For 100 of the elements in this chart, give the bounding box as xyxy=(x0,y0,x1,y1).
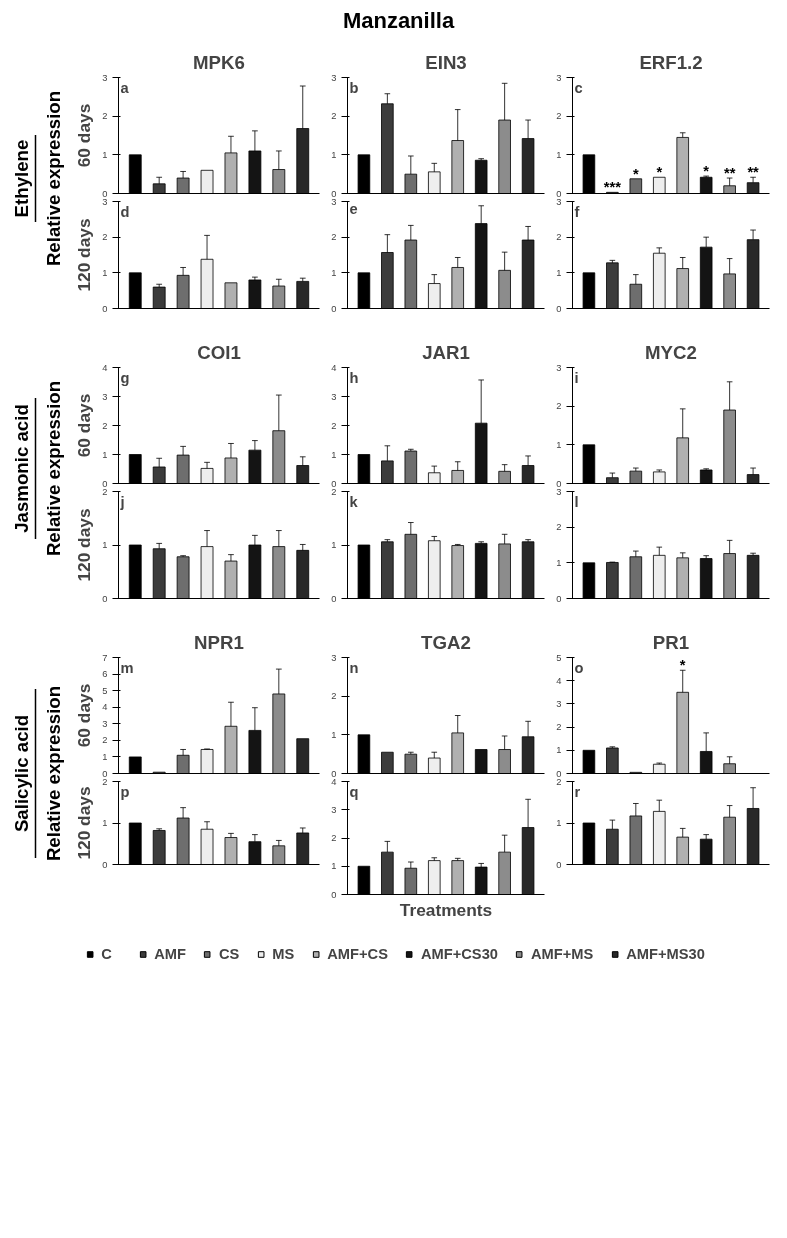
chart-title: NPR1 xyxy=(194,631,244,653)
y-axis-title: 60 days xyxy=(74,103,95,168)
y-tick-label: 2 xyxy=(102,776,108,787)
annotation: m xyxy=(120,659,134,676)
y-axis-title: 60 days xyxy=(74,393,95,458)
y-tick-label: 3 xyxy=(331,72,337,83)
legend-label: CS xyxy=(218,946,240,962)
y-tick-label: 1 xyxy=(102,818,108,828)
y-tick-label: 4 xyxy=(331,776,337,787)
y-tick-label: 4 xyxy=(102,702,108,713)
annotation: b xyxy=(349,79,359,96)
y-tick-label: 1 xyxy=(556,267,562,278)
y-tick-label: 0 xyxy=(331,593,337,604)
data-label: *** xyxy=(603,179,622,196)
y-tick-label: 4 xyxy=(102,362,108,373)
y-tick-label: 0 xyxy=(556,859,562,870)
y-tick-label: 3 xyxy=(102,718,108,729)
annotation: l xyxy=(574,493,579,510)
y-tick-label: 3 xyxy=(331,804,337,815)
data-label: ** xyxy=(747,164,760,181)
legend-label: AMF+MS xyxy=(530,946,594,962)
y-tick-label: 0 xyxy=(556,593,562,604)
legend-label: MS xyxy=(272,946,295,962)
y-tick-label: 4 xyxy=(556,675,562,686)
y-tick-label: 1 xyxy=(102,540,108,550)
y-tick-label: 1 xyxy=(556,745,562,756)
x-axis-title: Treatments xyxy=(399,899,493,920)
annotation: n xyxy=(349,659,359,676)
y-axis-title: 120 days xyxy=(74,218,95,292)
annotation: d xyxy=(120,203,130,220)
annotation: r xyxy=(574,783,581,800)
annotation: f xyxy=(574,203,580,220)
y-tick-label: 0 xyxy=(102,859,108,870)
y-tick-label: 1 xyxy=(102,751,108,762)
chart-title: EIN3 xyxy=(425,51,467,73)
y-tick-label: 1 xyxy=(331,149,337,160)
annotation: h xyxy=(349,369,359,386)
y-tick-label: 2 xyxy=(331,111,337,122)
y-tick-label: 1 xyxy=(331,449,337,460)
y-tick-label: 2 xyxy=(556,776,562,787)
y-tick-label: 0 xyxy=(556,188,562,199)
y-tick-label: 6 xyxy=(102,669,108,680)
y-axis-title: 120 days xyxy=(74,508,95,582)
y-tick-label: 2 xyxy=(102,486,108,497)
text: Manzanilla xyxy=(342,7,455,35)
chart-title: PR1 xyxy=(652,631,690,653)
y-tick-label: 3 xyxy=(331,652,337,663)
chart-title: COI1 xyxy=(197,341,241,363)
y-tick-label: 2 xyxy=(556,111,562,122)
y-tick-label: 1 xyxy=(331,729,337,740)
y-tick-label: 0 xyxy=(102,768,108,779)
annotation: i xyxy=(574,369,579,386)
y-tick-label: 1 xyxy=(331,267,337,278)
y-axis-title: 60 days xyxy=(74,683,95,748)
y-tick-label: 0 xyxy=(331,889,337,900)
y-tick-label: 0 xyxy=(102,188,108,199)
y-tick-label: 2 xyxy=(102,420,108,431)
y-tick-label: 3 xyxy=(102,391,108,402)
data-label: ** xyxy=(723,165,736,182)
y-tick-label: 0 xyxy=(331,768,337,779)
legend-label: AMF xyxy=(154,946,186,962)
y-axis-title: 120 days xyxy=(74,786,95,860)
legend-label: AMF+CS xyxy=(327,946,388,962)
y-tick-label: 1 xyxy=(331,540,337,550)
y-tick-label: 0 xyxy=(331,478,337,489)
y-tick-label: 1 xyxy=(331,861,337,872)
annotation: e xyxy=(349,200,358,217)
y-tick-label: 2 xyxy=(556,522,562,533)
text: Relative expression xyxy=(42,685,64,862)
y-tick-label: 0 xyxy=(102,593,108,604)
y-tick-label: 2 xyxy=(556,232,562,243)
text: Salicylic acid xyxy=(11,714,32,833)
data-label: * xyxy=(632,165,639,182)
chart-title: MYC2 xyxy=(645,341,697,363)
y-tick-label: 1 xyxy=(102,267,108,278)
y-tick-label: 1 xyxy=(556,149,562,160)
y-tick-label: 3 xyxy=(556,698,562,709)
text: Relative expression xyxy=(42,90,64,267)
y-tick-label: 0 xyxy=(331,188,337,199)
y-tick-label: 2 xyxy=(102,232,108,243)
y-tick-label: 3 xyxy=(556,72,562,83)
y-tick-label: 0 xyxy=(331,303,337,314)
y-tick-label: 0 xyxy=(556,303,562,314)
y-tick-label: 5 xyxy=(556,652,562,663)
legend-label: AMF+MS30 xyxy=(626,946,705,962)
y-tick-label: 2 xyxy=(331,691,337,702)
data-label: * xyxy=(679,657,686,674)
y-tick-label: 3 xyxy=(556,196,562,207)
y-tick-label: 1 xyxy=(556,818,562,828)
y-tick-label: 1 xyxy=(102,149,108,160)
y-tick-label: 0 xyxy=(102,478,108,489)
annotation: q xyxy=(349,783,359,800)
y-tick-label: 1 xyxy=(556,557,562,568)
data-label: * xyxy=(656,164,663,181)
annotation: g xyxy=(120,369,130,386)
y-tick-label: 0 xyxy=(556,768,562,779)
legend-label: C xyxy=(101,946,113,962)
y-tick-label: 2 xyxy=(331,420,337,431)
chart-title: JAR1 xyxy=(422,341,470,363)
annotation: o xyxy=(574,659,584,676)
